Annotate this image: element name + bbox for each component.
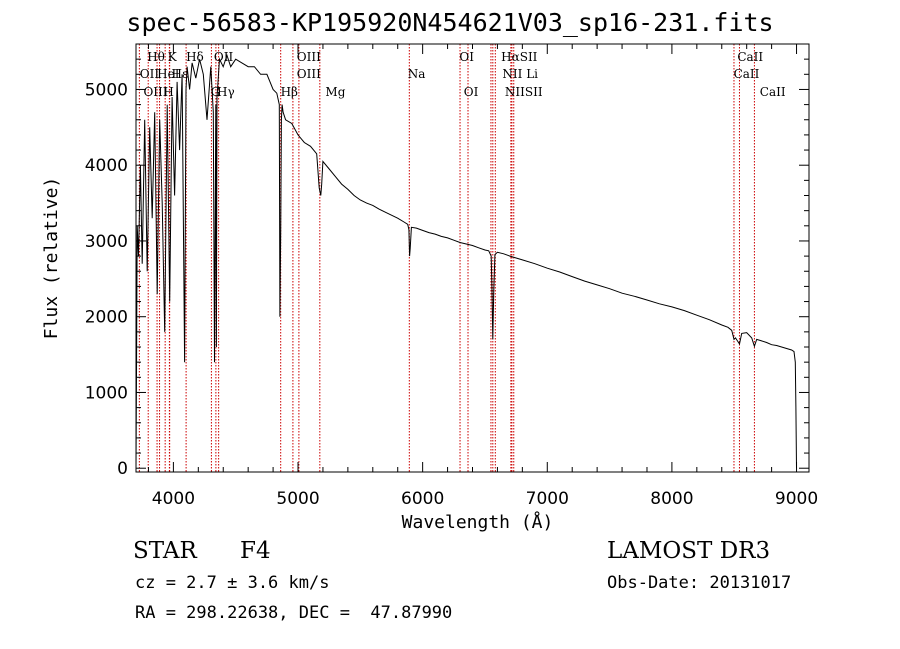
y-tick-label: 3000 bbox=[85, 232, 128, 252]
survey-name: LAMOST DR3 bbox=[607, 538, 771, 564]
marker-label: OIII bbox=[143, 85, 167, 99]
y-tick-label: 5000 bbox=[85, 80, 128, 100]
x-tick-label: 5000 bbox=[276, 489, 319, 509]
redshift-cz: cz = 2.7 ± 3.6 km/s bbox=[135, 573, 330, 593]
plot-frame bbox=[135, 43, 810, 473]
x-tick-label: 8000 bbox=[650, 489, 693, 509]
marker-label: OI bbox=[464, 85, 479, 99]
chart-title: spec-56583-KP195920N454621V03_sp16-231.f… bbox=[126, 8, 774, 37]
marker-label: OIII bbox=[297, 67, 321, 81]
ra-dec-coordinates: RA = 298.22638, DEC = 47.87990 bbox=[135, 603, 453, 623]
x-tick-label: 6000 bbox=[401, 489, 444, 509]
y-tick-label: 0 bbox=[117, 459, 128, 479]
marker-label: CaII bbox=[760, 85, 786, 99]
marker-label: CaII bbox=[737, 50, 763, 64]
x-tick-label: 4000 bbox=[152, 489, 195, 509]
line-markers bbox=[138, 44, 755, 472]
x-tick-label: 9000 bbox=[775, 489, 818, 509]
marker-label: Hγ bbox=[217, 85, 235, 99]
marker-label: Hθ bbox=[147, 50, 165, 64]
marker-label: HeI bbox=[157, 67, 180, 81]
object-subclass: F4 bbox=[240, 538, 271, 564]
marker-label: NIISII bbox=[505, 85, 543, 99]
x-axis-label: Wavelength (Å) bbox=[402, 511, 554, 533]
y-tick-label: 2000 bbox=[85, 308, 128, 328]
marker-label: OII bbox=[140, 67, 160, 81]
observation-date: Obs-Date: 20131017 bbox=[607, 573, 792, 593]
marker-label: H bbox=[163, 85, 173, 99]
marker-label: G bbox=[211, 85, 221, 99]
marker-label: CaII bbox=[734, 67, 760, 81]
marker-label: OI bbox=[459, 50, 474, 64]
object-class: STAR bbox=[133, 538, 197, 564]
x-tick-label: 7000 bbox=[526, 489, 569, 509]
marker-label: OIII bbox=[297, 50, 321, 64]
marker-label: HαSII bbox=[501, 50, 538, 64]
spectrum-line bbox=[136, 53, 797, 469]
y-tick-label: 4000 bbox=[85, 156, 128, 176]
marker-label: NII Li bbox=[502, 67, 538, 81]
marker-label: Na bbox=[408, 67, 426, 81]
marker-label: Hβ bbox=[281, 85, 298, 99]
marker-label: Hδ bbox=[186, 50, 204, 64]
marker-label: OII bbox=[214, 50, 234, 64]
marker-label: Hε bbox=[172, 67, 189, 81]
marker-label: K bbox=[168, 50, 178, 64]
y-tick-label: 1000 bbox=[85, 383, 128, 403]
marker-label: Mg bbox=[325, 85, 345, 99]
y-axis-label: Flux (relative) bbox=[41, 177, 62, 340]
